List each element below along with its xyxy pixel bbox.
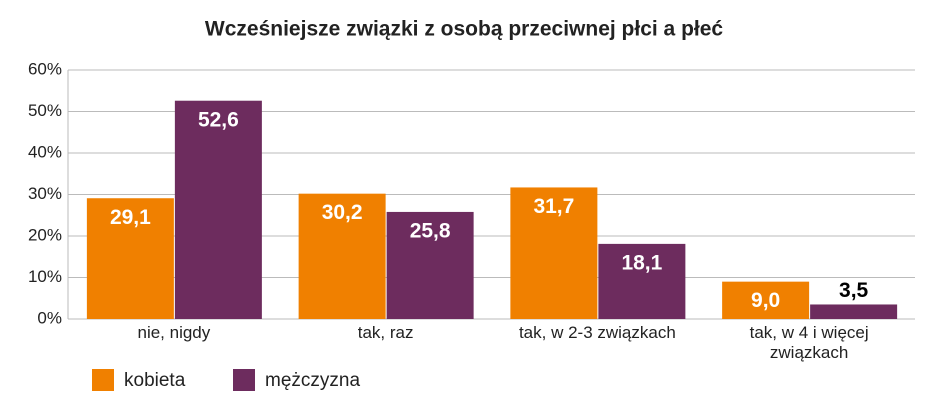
- bar: [722, 281, 810, 319]
- legend-label: mężczyzna: [265, 370, 360, 391]
- value-label: 31,7: [533, 195, 574, 218]
- y-tick-label: 0%: [37, 308, 62, 327]
- legend-swatch: [92, 369, 114, 391]
- y-tick-label: 50%: [28, 101, 62, 120]
- value-label: 30,2: [322, 201, 363, 224]
- y-tick-label: 30%: [28, 184, 62, 203]
- value-label: 29,1: [110, 206, 151, 229]
- y-tick-label: 60%: [28, 59, 62, 78]
- y-tick-label: 20%: [28, 225, 62, 244]
- chart-title: Wcześniejsze związki z osobą przeciwnej …: [205, 18, 724, 41]
- y-tick-label: 40%: [28, 142, 62, 161]
- value-label: 25,8: [410, 219, 451, 242]
- legend-label: kobieta: [124, 370, 186, 391]
- bar: [86, 198, 174, 319]
- value-label: 9,0: [751, 289, 780, 312]
- x-tick-label: tak, raz: [357, 323, 414, 342]
- x-tick-label: nie, nigdy: [137, 323, 211, 342]
- legend-swatch: [233, 369, 255, 391]
- bar: [598, 243, 686, 319]
- value-label: 52,6: [198, 108, 239, 131]
- y-tick-label: 10%: [28, 267, 62, 286]
- value-label: 18,1: [621, 251, 662, 274]
- bar: [386, 211, 474, 319]
- x-tick-label: tak, w 4 i więcej związkach: [749, 323, 869, 362]
- bar: [810, 304, 898, 319]
- bar: [298, 193, 386, 319]
- x-tick-label: tak, w 2-3 związkach: [518, 323, 676, 342]
- bar: [510, 187, 598, 319]
- bar: [174, 100, 262, 320]
- value-label: 3,5: [839, 279, 869, 302]
